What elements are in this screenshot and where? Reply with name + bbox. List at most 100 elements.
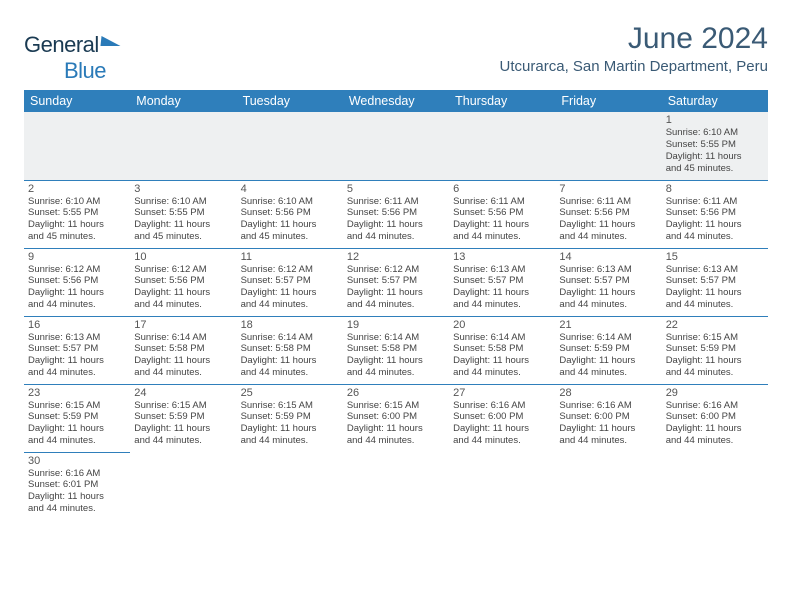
sunset-text: Sunset: 5:56 PM (559, 207, 657, 219)
sunset-text: Sunset: 5:56 PM (241, 207, 339, 219)
week-row: 1Sunrise: 6:10 AMSunset: 5:55 PMDaylight… (24, 112, 768, 180)
day-cell (130, 452, 236, 520)
day-number: 23 (28, 387, 126, 399)
sunset-text: Sunset: 5:56 PM (666, 207, 764, 219)
day-number: 6 (453, 183, 551, 195)
day-cell: 4Sunrise: 6:10 AMSunset: 5:56 PMDaylight… (237, 180, 343, 248)
day-info: Sunrise: 6:12 AMSunset: 5:57 PMDaylight:… (347, 264, 445, 312)
daylight-text: Daylight: 11 hours (559, 355, 657, 367)
daylight-text: Daylight: 11 hours (666, 219, 764, 231)
day-info: Sunrise: 6:15 AMSunset: 5:59 PMDaylight:… (28, 400, 126, 448)
sunrise-text: Sunrise: 6:16 AM (559, 400, 657, 412)
sunset-text: Sunset: 5:58 PM (347, 343, 445, 355)
daylight-text: Daylight: 11 hours (666, 287, 764, 299)
sunset-text: Sunset: 5:55 PM (134, 207, 232, 219)
day-cell (449, 452, 555, 520)
calendar-table: Sunday Monday Tuesday Wednesday Thursday… (24, 90, 768, 520)
daylight-text-2: and 44 minutes. (453, 299, 551, 311)
sunrise-text: Sunrise: 6:16 AM (666, 400, 764, 412)
day-header: Wednesday (343, 90, 449, 112)
day-cell (555, 112, 661, 180)
day-number: 28 (559, 387, 657, 399)
day-cell: 16Sunrise: 6:13 AMSunset: 5:57 PMDayligh… (24, 316, 130, 384)
day-number: 21 (559, 319, 657, 331)
daylight-text: Daylight: 11 hours (28, 355, 126, 367)
daylight-text-2: and 45 minutes. (28, 231, 126, 243)
day-info: Sunrise: 6:15 AMSunset: 5:59 PMDaylight:… (666, 332, 764, 380)
day-cell (343, 112, 449, 180)
daylight-text-2: and 44 minutes. (28, 367, 126, 379)
day-cell (237, 452, 343, 520)
daylight-text-2: and 44 minutes. (241, 367, 339, 379)
daylight-text-2: and 44 minutes. (666, 367, 764, 379)
day-info: Sunrise: 6:13 AMSunset: 5:57 PMDaylight:… (559, 264, 657, 312)
sunrise-text: Sunrise: 6:12 AM (134, 264, 232, 276)
sunset-text: Sunset: 5:57 PM (241, 275, 339, 287)
daylight-text: Daylight: 11 hours (347, 287, 445, 299)
daylight-text-2: and 45 minutes. (666, 163, 764, 175)
sunrise-text: Sunrise: 6:16 AM (28, 468, 126, 480)
sunrise-text: Sunrise: 6:11 AM (559, 196, 657, 208)
day-number: 24 (134, 387, 232, 399)
week-row: 30Sunrise: 6:16 AMSunset: 6:01 PMDayligh… (24, 452, 768, 520)
day-number: 1 (666, 114, 764, 126)
week-row: 9Sunrise: 6:12 AMSunset: 5:56 PMDaylight… (24, 248, 768, 316)
daylight-text: Daylight: 11 hours (666, 423, 764, 435)
day-number: 30 (28, 455, 126, 467)
day-number: 10 (134, 251, 232, 263)
day-cell: 28Sunrise: 6:16 AMSunset: 6:00 PMDayligh… (555, 384, 661, 452)
day-cell: 13Sunrise: 6:13 AMSunset: 5:57 PMDayligh… (449, 248, 555, 316)
day-info: Sunrise: 6:10 AMSunset: 5:55 PMDaylight:… (666, 127, 764, 175)
day-cell: 12Sunrise: 6:12 AMSunset: 5:57 PMDayligh… (343, 248, 449, 316)
sunset-text: Sunset: 6:00 PM (347, 411, 445, 423)
day-number: 3 (134, 183, 232, 195)
daylight-text-2: and 44 minutes. (666, 299, 764, 311)
daylight-text: Daylight: 11 hours (666, 151, 764, 163)
daylight-text: Daylight: 11 hours (559, 423, 657, 435)
sunset-text: Sunset: 6:00 PM (559, 411, 657, 423)
day-info: Sunrise: 6:12 AMSunset: 5:56 PMDaylight:… (28, 264, 126, 312)
sunset-text: Sunset: 5:59 PM (241, 411, 339, 423)
day-cell: 21Sunrise: 6:14 AMSunset: 5:59 PMDayligh… (555, 316, 661, 384)
day-info: Sunrise: 6:11 AMSunset: 5:56 PMDaylight:… (666, 196, 764, 244)
daylight-text-2: and 44 minutes. (347, 367, 445, 379)
daylight-text: Daylight: 11 hours (28, 287, 126, 299)
daylight-text-2: and 44 minutes. (241, 435, 339, 447)
day-cell: 3Sunrise: 6:10 AMSunset: 5:55 PMDaylight… (130, 180, 236, 248)
daylight-text-2: and 44 minutes. (559, 231, 657, 243)
daylight-text: Daylight: 11 hours (347, 423, 445, 435)
day-cell: 9Sunrise: 6:12 AMSunset: 5:56 PMDaylight… (24, 248, 130, 316)
logo: General Blue (24, 22, 121, 84)
sunrise-text: Sunrise: 6:13 AM (453, 264, 551, 276)
day-info: Sunrise: 6:14 AMSunset: 5:58 PMDaylight:… (453, 332, 551, 380)
day-header: Thursday (449, 90, 555, 112)
sunset-text: Sunset: 5:59 PM (134, 411, 232, 423)
sunrise-text: Sunrise: 6:11 AM (453, 196, 551, 208)
day-cell (662, 452, 768, 520)
sunrise-text: Sunrise: 6:14 AM (347, 332, 445, 344)
sunset-text: Sunset: 5:56 PM (347, 207, 445, 219)
day-cell: 23Sunrise: 6:15 AMSunset: 5:59 PMDayligh… (24, 384, 130, 452)
sunrise-text: Sunrise: 6:10 AM (666, 127, 764, 139)
daylight-text-2: and 44 minutes. (241, 299, 339, 311)
day-cell: 22Sunrise: 6:15 AMSunset: 5:59 PMDayligh… (662, 316, 768, 384)
day-number: 7 (559, 183, 657, 195)
title-block: June 2024 Utcurarca, San Martin Departme… (500, 22, 768, 75)
sunrise-text: Sunrise: 6:11 AM (347, 196, 445, 208)
sunset-text: Sunset: 5:59 PM (666, 343, 764, 355)
day-number: 27 (453, 387, 551, 399)
daylight-text: Daylight: 11 hours (28, 219, 126, 231)
location-subtitle: Utcurarca, San Martin Department, Peru (500, 58, 768, 75)
sunset-text: Sunset: 5:59 PM (28, 411, 126, 423)
day-info: Sunrise: 6:14 AMSunset: 5:58 PMDaylight:… (241, 332, 339, 380)
day-cell: 14Sunrise: 6:13 AMSunset: 5:57 PMDayligh… (555, 248, 661, 316)
day-cell (24, 112, 130, 180)
day-info: Sunrise: 6:15 AMSunset: 5:59 PMDaylight:… (241, 400, 339, 448)
daylight-text-2: and 44 minutes. (347, 299, 445, 311)
day-cell (555, 452, 661, 520)
day-cell (449, 112, 555, 180)
sunrise-text: Sunrise: 6:12 AM (28, 264, 126, 276)
daylight-text: Daylight: 11 hours (134, 219, 232, 231)
sunset-text: Sunset: 5:55 PM (666, 139, 764, 151)
daylight-text: Daylight: 11 hours (28, 423, 126, 435)
